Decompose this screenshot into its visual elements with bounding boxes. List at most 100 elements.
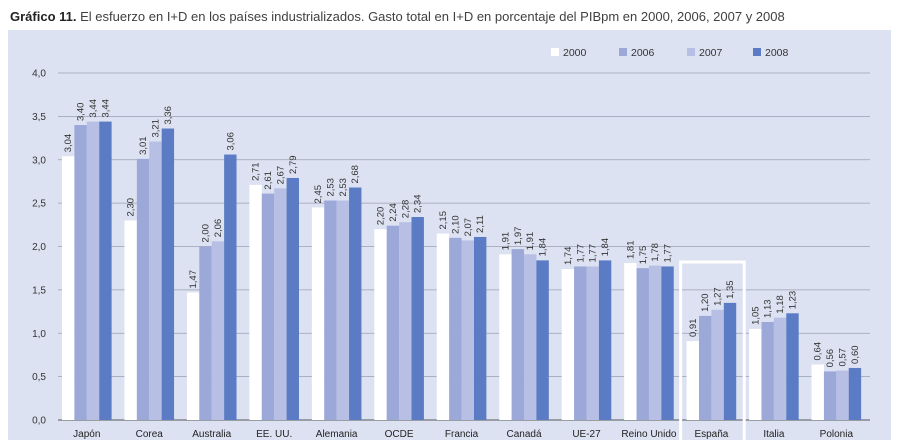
bar [436,233,450,420]
value-label: 1,91 [500,232,511,251]
legend: 2000 2006 2007 2008 [551,47,789,59]
bar [399,222,412,420]
bar [524,254,537,420]
value-label: 1,81 [625,240,636,259]
bar [786,313,799,420]
value-label: 2,28 [400,200,411,219]
value-label: 2,24 [388,203,399,222]
value-label: 3,21 [150,119,161,138]
bar [336,200,350,420]
bar [249,184,262,420]
value-label: 2,00 [201,224,212,243]
bar [561,269,575,420]
value-label: 1,74 [563,247,574,266]
bar [261,193,275,420]
value-label: 3,06 [225,132,236,151]
legend-label: 2000 [563,47,587,59]
value-label: 0,91 [688,319,699,338]
bar [636,268,649,420]
bar [99,121,112,420]
value-label: 1,77 [588,244,599,263]
value-label: 1,91 [525,232,536,251]
value-label: 1,84 [538,238,549,257]
value-label: 1,47 [188,270,199,289]
value-label: 3,44 [100,99,111,118]
category-label: Italia [763,429,785,440]
chart-title-lead: Gráfico 11. [10,9,77,24]
bar [711,309,724,420]
bar [411,217,424,420]
value-label: 2,68 [350,165,361,184]
bar [199,246,212,420]
value-label: 2,34 [413,195,424,214]
bar [823,371,837,420]
bar [311,207,325,420]
category-label: Reino Unido [621,429,676,440]
value-label: 1,13 [763,299,774,318]
legend-label: 2007 [699,47,723,59]
value-label: 2,07 [463,218,474,237]
y-tick-label: 3,0 [32,155,46,166]
bar [848,367,862,420]
legend-label: 2006 [631,47,655,59]
value-label: 2,53 [325,178,336,197]
category-label: Francia [445,429,479,440]
value-label: 2,79 [288,155,299,174]
value-label: 1,35 [725,280,736,299]
value-labels: 3,043,40 3,44 3,442,303,013,213,361,472,00… [63,99,861,367]
value-label: 1,27 [713,287,724,306]
value-label: 1,05 [750,306,761,325]
bar [461,240,474,420]
category-label: OCDE [385,429,414,440]
category-label: Canadá [507,429,542,440]
category-label: Polonia [820,429,854,440]
bar [211,241,225,420]
bar [124,220,137,420]
bar [574,266,587,420]
legend-swatch [551,48,559,56]
bar [324,200,337,420]
bar [149,141,162,420]
category-label: Alemania [316,429,358,440]
y-tick-label: 3,5 [32,112,46,123]
value-label: 1,97 [513,227,524,246]
category-label: UE-27 [572,429,601,440]
bar [723,302,737,420]
bar [449,237,462,420]
value-label: 2,10 [450,215,461,234]
bars [62,121,862,421]
value-label: 0,56 [825,349,836,368]
category-label: España [694,429,728,440]
value-label: 1,23 [787,291,798,310]
bar [749,328,762,420]
y-tick-label: 0,5 [32,372,46,383]
bar [648,265,662,420]
value-label: 1,75 [638,246,649,265]
x-axis-categories: Japón Corea Australia EE. UU. Alemania OCDE Fr… [73,429,853,440]
value-label: 3,40 [76,103,87,122]
bar [773,317,787,420]
value-label: 2,67 [275,166,286,185]
value-label: 2,15 [438,211,449,230]
value-label: 2,53 [338,178,349,197]
y-tick-label: 2,5 [32,199,46,210]
bar [286,177,299,420]
category-label: EE. UU. [256,429,292,440]
value-label: 2,61 [263,171,274,190]
value-label: 2,30 [126,198,137,217]
bar [473,236,487,420]
value-label: 3,36 [163,106,174,125]
bar [586,266,599,420]
legend-swatch [619,48,627,56]
highlight-box [679,260,746,442]
bar [274,188,287,420]
value-label: 1,77 [663,244,674,263]
bar [74,125,87,421]
bar [386,225,400,420]
bar [661,266,674,420]
bar [761,321,774,420]
category-label: Japón [73,429,100,440]
bar [598,260,612,420]
bar [836,370,849,420]
